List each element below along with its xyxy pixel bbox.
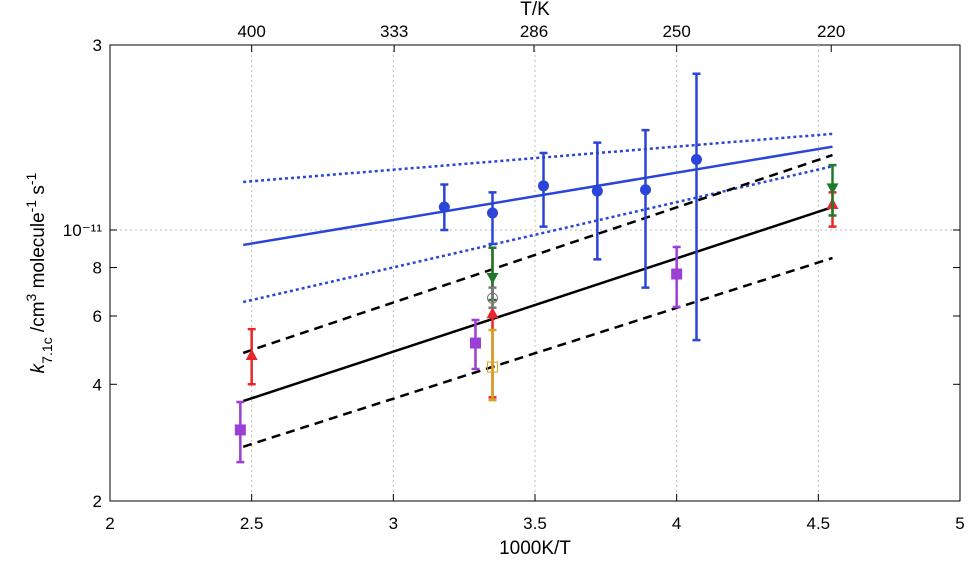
y-tick-label: 4 [93, 375, 102, 394]
y-label-part: 7.1c [39, 337, 55, 363]
y-axis-label: k7.1c /cm3 molecule-1 s-1 [23, 172, 55, 373]
error-bar [692, 72, 701, 342]
data-point [234, 424, 246, 436]
data-point [591, 185, 603, 197]
data-point [245, 348, 258, 360]
data-point [487, 292, 498, 304]
x-tick-label: 4 [672, 514, 681, 533]
y-label-part: /cm [28, 301, 49, 337]
y-tick-label: 3 [93, 36, 102, 55]
fit-line [243, 132, 833, 184]
data-point [486, 272, 499, 284]
x2-tick-label: 333 [380, 22, 408, 41]
y-label-part: k [28, 362, 49, 373]
x-tick-label: 3 [389, 514, 398, 533]
y-tick-label: 2 [93, 492, 102, 511]
x-tick-label: 4.5 [807, 514, 831, 533]
data-point [470, 337, 481, 349]
y-tick-label: 8 [93, 259, 102, 278]
data-point [438, 201, 450, 213]
x-axis-label: 1000K/T [499, 538, 571, 559]
x-tick-label: 5 [955, 514, 964, 533]
data-point [487, 361, 498, 373]
fit-line [242, 165, 833, 304]
data-point [487, 207, 498, 219]
y-tick-label: 10⁻¹¹ [63, 221, 103, 240]
data-point [538, 180, 549, 192]
fit-line [242, 205, 833, 403]
data-point [640, 184, 651, 196]
fit-line [242, 256, 833, 448]
data-point [486, 307, 499, 319]
x-tick-label: 3.5 [523, 514, 547, 533]
y-label-part: -1 [23, 200, 39, 213]
x2-axis-label: T/K [520, 0, 550, 20]
fit-line [242, 153, 833, 355]
error-bar [593, 141, 602, 261]
data-point [826, 183, 839, 195]
error-bar [488, 286, 497, 310]
y-tick-label: 6 [93, 307, 102, 326]
data-point [671, 268, 683, 280]
error-bar [641, 128, 650, 289]
x2-tick-label: 220 [817, 22, 845, 41]
y-label-part: s [28, 185, 49, 200]
x-tick-label: 2 [105, 514, 114, 533]
y-label-part: -1 [23, 172, 39, 185]
y-label-part: 3 [23, 293, 39, 301]
x2-tick-label: 286 [520, 22, 548, 41]
data-point [691, 153, 702, 165]
fit-line [242, 145, 833, 247]
x-tick-label: 2.5 [240, 514, 264, 533]
x2-tick-label: 400 [237, 22, 265, 41]
x2-tick-label: 250 [662, 22, 690, 41]
error-bar [488, 328, 497, 402]
y-label-part: molecule [28, 212, 49, 293]
